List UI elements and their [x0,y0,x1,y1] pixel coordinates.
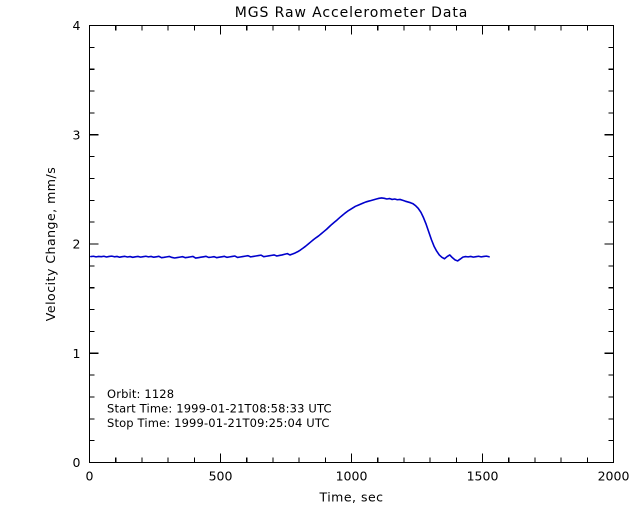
y-tick-label: 2 [73,237,81,252]
annotation-start-time: Start Time: 1999-01-21T08:58:33 UTC [107,402,332,416]
y-tick-label: 4 [73,18,81,33]
x-tick-label: 0 [86,469,94,484]
x-axis-label: Time, sec [318,490,383,505]
x-axis-ticks [88,25,615,463]
y-tick-label: 0 [73,455,81,470]
annotation-stop-time: Stop Time: 1999-01-21T09:25:04 UTC [107,416,330,430]
x-tick-label: 1500 [467,469,499,484]
y-tick-label: 3 [73,127,81,142]
x-tick-label: 2000 [598,469,630,484]
x-tick-label: 1000 [336,469,368,484]
data-series-line [90,197,490,262]
y-tick-label: 1 [73,346,81,361]
x-tick-label: 500 [209,469,233,484]
annotation-orbit: Orbit: 1128 [107,387,174,401]
y-axis-label: Velocity Change, mm/s [43,167,58,321]
y-axis-ticks [89,24,614,464]
chart-title: MGS Raw Accelerometer Data [235,5,468,21]
